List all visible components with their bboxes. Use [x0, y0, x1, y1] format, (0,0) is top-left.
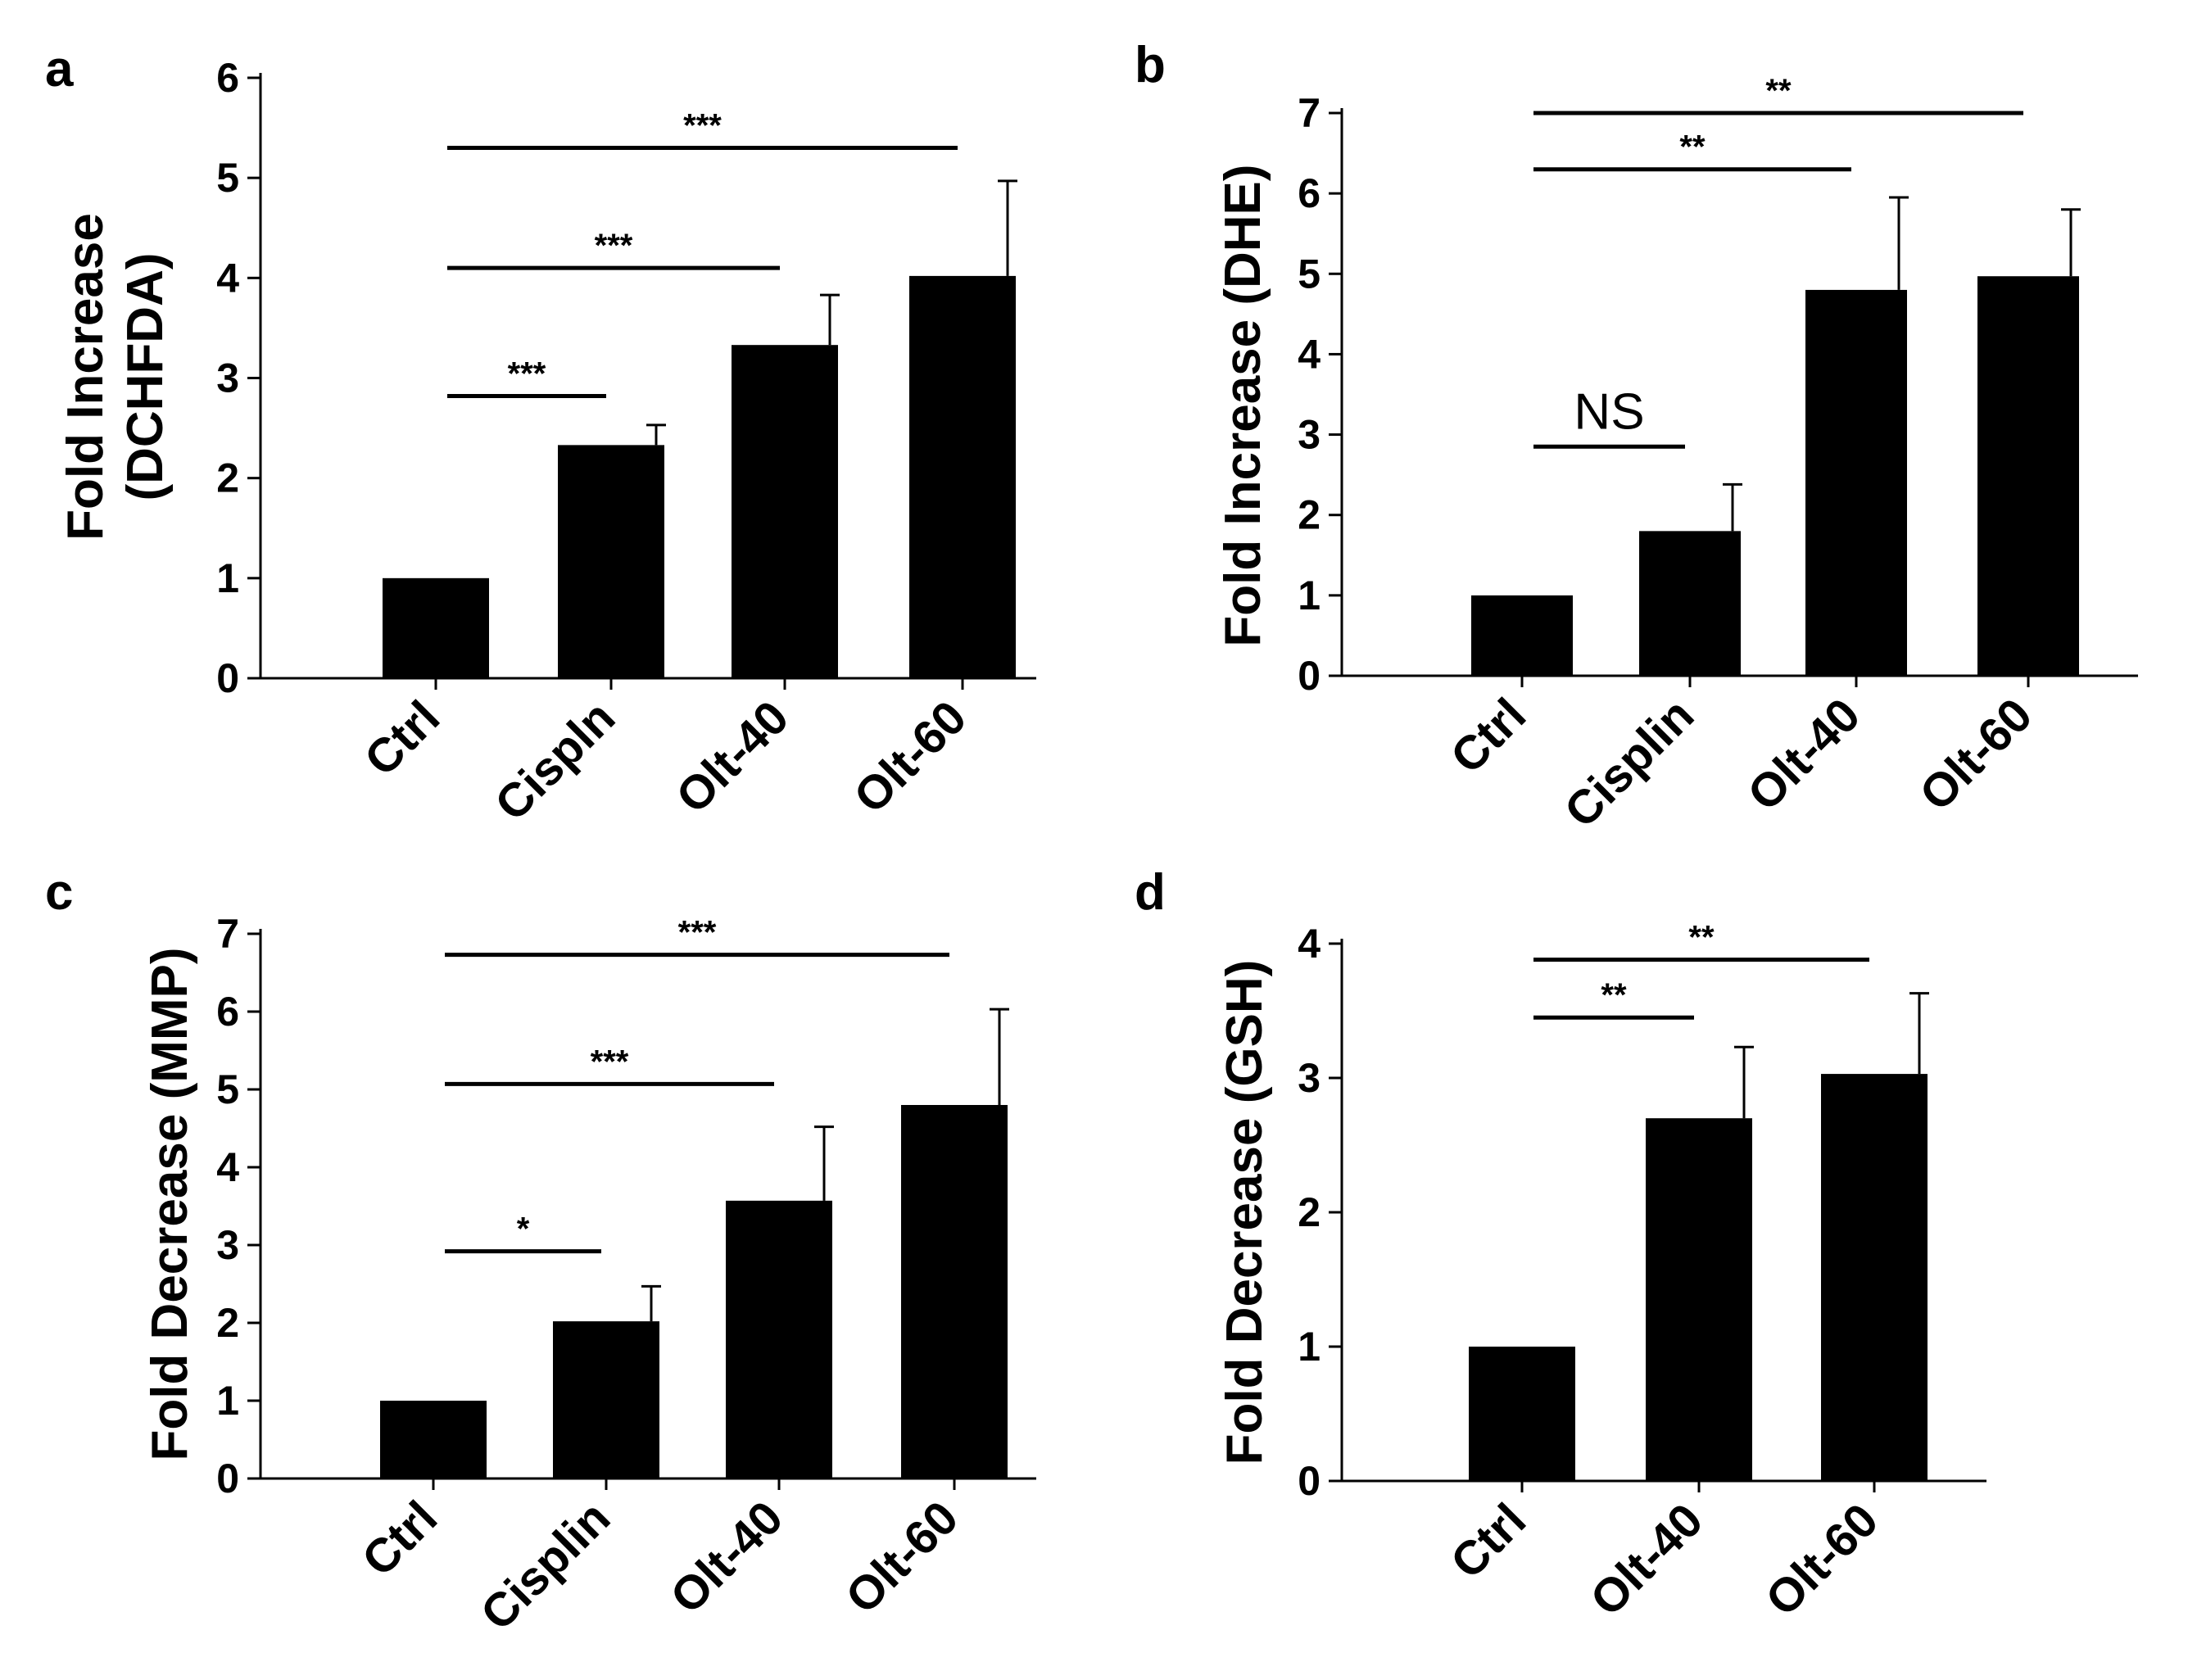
y-tick-label: 4	[1298, 331, 1321, 377]
y-axis-title: Fold Decrease (GSH)	[1216, 960, 1273, 1465]
y-tick-label: 7	[1298, 90, 1321, 136]
y-tick-label: 1	[216, 1378, 239, 1424]
x-tick-label: Ctrl	[1441, 1493, 1537, 1589]
y-axis-title: Fold Increase (DHE)	[1215, 164, 1271, 646]
x-tick-label: Olt-40	[1737, 688, 1870, 821]
significance-label: ***	[683, 108, 722, 144]
y-tick-label: 0	[216, 1456, 239, 1501]
bar-olt-40	[1646, 1118, 1752, 1481]
significance-label: ***	[595, 228, 633, 264]
y-tick-label: 6	[216, 989, 239, 1035]
y-tick-label: 6	[1298, 170, 1321, 216]
y-tick-label: 4	[216, 1144, 239, 1190]
y-tick-label: 1	[216, 555, 239, 601]
bar-olt-40	[732, 345, 838, 678]
panel-label-c: c	[45, 864, 73, 921]
bar-cisplin	[553, 1321, 659, 1478]
x-tick-label: Olt-40	[666, 691, 799, 823]
y-tick-label: 2	[1298, 492, 1321, 538]
x-tick-label: Olt-60	[1909, 688, 2042, 821]
y-tick-label: 2	[216, 455, 239, 501]
y-tick-label: 5	[216, 155, 239, 201]
y-tick-label: 7	[216, 911, 239, 957]
x-tick-label: Cisplin	[1555, 688, 1705, 838]
significance-label: ***	[591, 1044, 629, 1080]
y-tick-label: 0	[1298, 1458, 1321, 1504]
y-tick-label: 2	[216, 1300, 239, 1346]
bar-cisplin	[1639, 531, 1741, 676]
x-tick-label: Ctrl	[352, 1491, 448, 1587]
y-tick-label: 2	[1298, 1189, 1321, 1235]
y-axis-title-line2: (DCHFDA)	[117, 252, 174, 500]
x-tick-label: Ctrl	[355, 691, 451, 786]
y-tick-label: 1	[1298, 573, 1321, 618]
y-tick-label: 0	[1298, 653, 1321, 699]
x-tick-label: Olt-60	[844, 691, 976, 823]
y-tick-label: 4	[216, 255, 239, 301]
x-tick-label: Olt-60	[1755, 1493, 1888, 1626]
significance-label: **	[1688, 920, 1715, 956]
significance-label: **	[1679, 129, 1706, 165]
significance-label: **	[1765, 73, 1792, 109]
significance-label: ***	[508, 355, 546, 392]
panel-label-a: a	[45, 41, 74, 97]
significance-label: *	[517, 1211, 530, 1248]
y-tick-label: 3	[1298, 412, 1321, 458]
panel-a: a 0 1 2 3 4 5 6 Fold Increase (DCHFDA) Ctrl Cispln O…	[45, 41, 1036, 831]
bar-olt-60	[1821, 1074, 1928, 1481]
panel-label-d: d	[1135, 864, 1166, 921]
bar-olt-60	[1977, 276, 2079, 676]
y-axis-title: Fold Decrease (MMP)	[142, 947, 198, 1460]
panel-label-b: b	[1135, 37, 1166, 93]
bar-olt-40	[1805, 289, 1907, 676]
y-tick-label: 5	[1298, 251, 1321, 297]
y-axis-title-line1: Fold Increase	[57, 213, 114, 541]
y-tick-label: 3	[1298, 1055, 1321, 1101]
y-tick-label: 0	[216, 655, 239, 701]
x-tick-label: Ctrl	[1441, 688, 1537, 784]
y-tick-label: 6	[216, 55, 239, 101]
bar-ctrl	[1471, 595, 1573, 676]
y-tick-label: 3	[216, 1222, 239, 1268]
bar-olt-60	[909, 275, 1016, 678]
x-tick-label: Olt-40	[660, 1491, 793, 1623]
panel-d: d 0 1 2 3 4 Fold Decrease (GSH) Ctrl Olt-40 Olt-6…	[1135, 864, 1986, 1626]
significance-label: NS	[1574, 383, 1644, 440]
panel-c: c 0 1 2 3 4 5 6 7 Fold Decrease (MMP) Ctrl Cisplin O…	[45, 864, 1036, 1641]
x-tick-label: Olt-60	[836, 1491, 968, 1623]
x-tick-label: Olt-40	[1580, 1493, 1713, 1626]
bar-ctrl	[380, 1401, 487, 1478]
bar-cispln	[558, 445, 664, 678]
significance-label: ***	[678, 915, 717, 951]
y-tick-label: 5	[216, 1066, 239, 1112]
y-tick-label: 3	[216, 355, 239, 401]
significance-label: **	[1601, 977, 1627, 1013]
x-tick-label: Cisplin	[471, 1491, 621, 1641]
bar-olt-60	[901, 1105, 1008, 1478]
y-tick-label: 1	[1298, 1324, 1321, 1370]
bar-olt-40	[726, 1200, 832, 1478]
bar-ctrl	[1469, 1347, 1575, 1481]
bar-ctrl	[383, 577, 489, 678]
x-tick-label: Cispln	[485, 691, 625, 831]
y-tick-label: 4	[1298, 921, 1321, 967]
